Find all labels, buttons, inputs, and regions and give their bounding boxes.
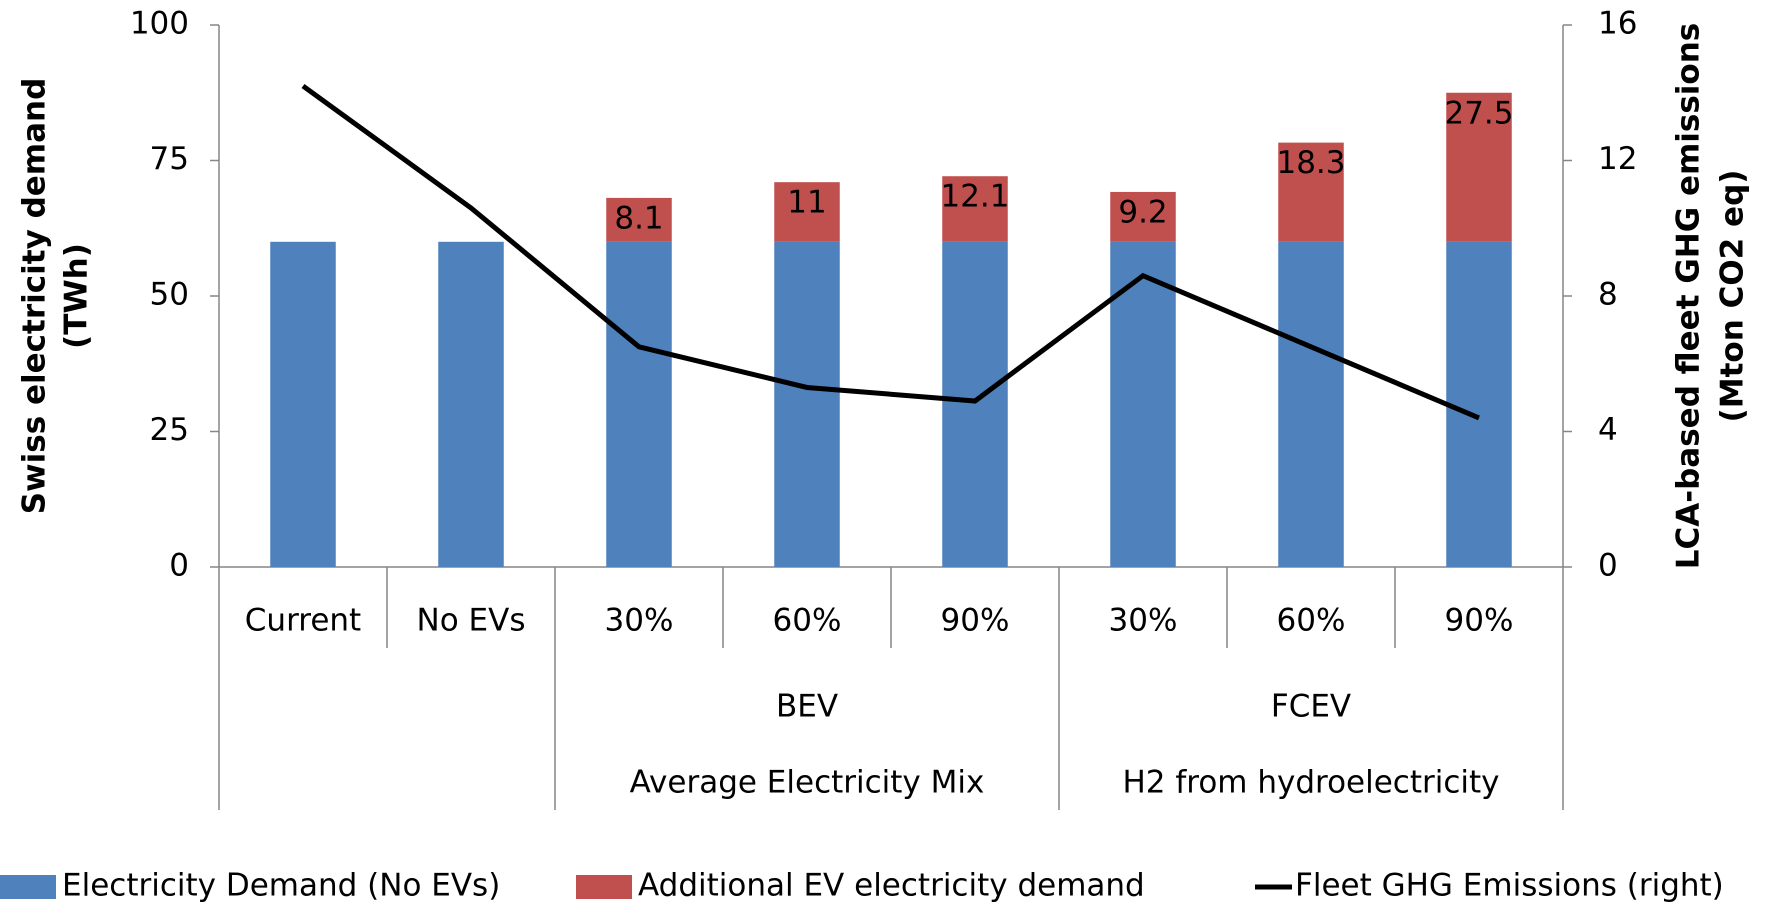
data-label: 12.1: [940, 179, 1009, 215]
legend-swatch: [0, 875, 56, 899]
y2-tick-label: 12: [1598, 141, 1637, 177]
data-label: 18.3: [1276, 145, 1345, 181]
y2-tick-label: 0: [1598, 548, 1618, 584]
x-tick-label: 60%: [773, 603, 842, 639]
x-tick-label: 90%: [1445, 603, 1514, 639]
data-label: 11: [787, 185, 826, 221]
y-tick-label: 100: [130, 6, 189, 42]
y2-axis-title: (Mton CO2 eq): [1715, 170, 1751, 423]
bar: [1110, 241, 1176, 568]
y2-tick-label: 16: [1598, 6, 1637, 42]
bar: [774, 182, 840, 242]
bar: [1446, 92, 1512, 242]
x-tick-label: No EVs: [417, 603, 526, 639]
data-label: 27.5: [1444, 95, 1513, 131]
bar: [270, 241, 336, 568]
group-label: FCEV: [1271, 689, 1351, 725]
bar: [1110, 191, 1176, 242]
bar: [606, 197, 672, 242]
x-tick-label: 30%: [1109, 603, 1178, 639]
y2-tick-label: 8: [1598, 277, 1618, 313]
bar: [606, 241, 672, 568]
legend-label: Additional EV electricity demand: [638, 868, 1145, 904]
x-tick-label: 60%: [1277, 603, 1346, 639]
bar: [1278, 241, 1344, 568]
data-label: 9.2: [1118, 194, 1167, 230]
bar: [942, 241, 1008, 568]
bar: [1446, 241, 1512, 568]
x-tick-label: 90%: [941, 603, 1010, 639]
y-tick-label: 25: [150, 412, 189, 448]
y-tick-label: 50: [150, 277, 189, 313]
y-tick-label: 75: [150, 141, 189, 177]
bar: [438, 241, 504, 568]
y2-tick-label: 4: [1598, 412, 1618, 448]
legend-swatch: [576, 875, 632, 899]
line: [301, 83, 1480, 421]
bar: [774, 241, 840, 568]
y-axis-title: (TWh): [59, 243, 95, 349]
y-axis-title: Swiss electricity demand: [17, 78, 53, 515]
group-label: BEV: [776, 689, 838, 725]
x-tick-label: Current: [245, 603, 361, 639]
bar: [1278, 142, 1344, 242]
y2-axis-title: LCA-based fleet GHG emissions: [1671, 23, 1707, 570]
data-label: 8.1: [614, 200, 663, 236]
y-tick-label: 0: [169, 548, 189, 584]
legend-label: Fleet GHG Emissions (right): [1295, 868, 1724, 904]
x-tick-label: 30%: [605, 603, 674, 639]
group-label: Average Electricity Mix: [630, 765, 985, 801]
legend-label: Electricity Demand (No EVs): [62, 868, 500, 904]
group-label: H2 from hydroelectricity: [1122, 765, 1499, 801]
bar: [942, 176, 1008, 242]
